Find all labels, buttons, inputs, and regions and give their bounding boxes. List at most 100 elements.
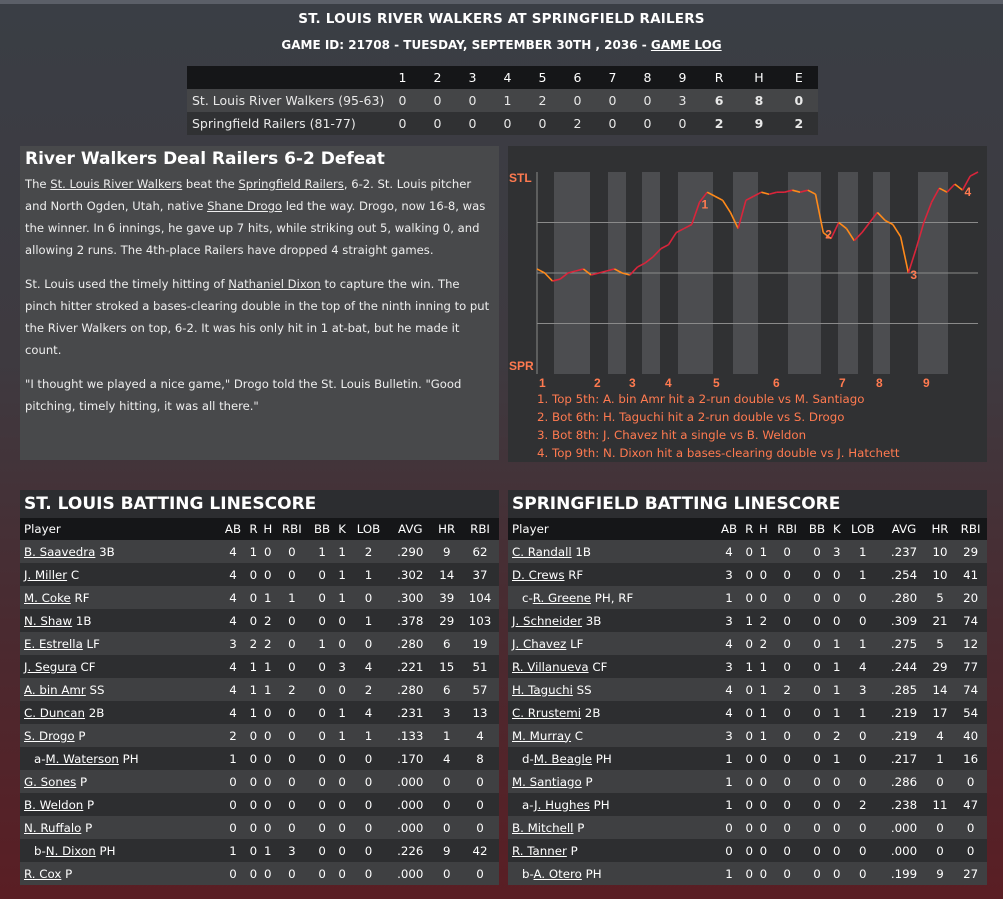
spr-batting: SPRINGFIELD BATTING LINESCORE Player AB R H…	[508, 490, 987, 885]
player-link[interactable]: M. Beagle	[533, 751, 593, 766]
stat-cell: .000	[890, 843, 918, 858]
stat-cell: 0	[249, 590, 258, 605]
player-cell: M. Coke RF	[20, 586, 219, 609]
stat-cell: 1	[338, 590, 346, 605]
stat-cell: .000	[397, 820, 424, 835]
player-cell: J. Miller C	[20, 563, 219, 586]
stat-cell: 0	[249, 820, 258, 835]
player-link[interactable]: N. Shaw	[24, 613, 73, 628]
inning-score: 2	[714, 116, 724, 131]
stat-cell: 1	[249, 659, 258, 674]
win-probability-chart: STL SPR 1 2 3 4 1 2 3 4 5 6 7 8 9 1. Top 5th: A. bin A…	[508, 146, 987, 462]
stat-cell: 0	[442, 866, 451, 881]
stat-cell: 29	[963, 544, 979, 559]
stat-cell: 29	[439, 613, 455, 628]
inning-score: 0	[573, 93, 582, 108]
stat-cell: 27	[963, 866, 979, 881]
inning-score: 0	[468, 93, 477, 108]
wp-segment	[722, 199, 732, 213]
stat-cell: 3	[725, 567, 733, 582]
column-header: K	[832, 522, 841, 536]
stat-cell: 19	[472, 636, 488, 651]
stat-cell: 0	[745, 590, 754, 605]
story-paragraph-3: "I thought we played a nice game," Drogo…	[25, 377, 462, 413]
player-link[interactable]: N. Ruffalo	[24, 820, 82, 835]
wp-segment	[869, 211, 879, 223]
player-link[interactable]: S. Drogo	[24, 728, 75, 743]
stat-cell: 0	[783, 751, 791, 766]
column-header: AVG	[891, 522, 917, 536]
stat-cell: 0	[783, 843, 791, 858]
column-header: Player	[24, 522, 61, 536]
table-row: b-N. Dixon PH 1 0 1 3 0 0 0.226 9 42	[20, 839, 499, 862]
stat-cell: 0	[813, 567, 821, 582]
wp-segment	[552, 278, 561, 282]
stat-cell: 1	[725, 774, 733, 789]
player-link[interactable]: J. Schneider	[512, 613, 583, 628]
stat-cell: 51	[472, 659, 488, 674]
stat-cell: .237	[890, 544, 918, 559]
stat-cell: .302	[397, 567, 424, 582]
stat-cell: 0	[288, 544, 296, 559]
player-link[interactable]: M. Waterson	[45, 751, 119, 766]
wp-segment	[613, 268, 623, 274]
team-link-spr[interactable]: Springfield Railers	[238, 177, 344, 191]
table-row: H. Taguchi SS 4 0 1 2 0 1 3.285 14 74	[508, 678, 987, 701]
wp-segment	[807, 189, 816, 195]
stat-cell: 0	[783, 866, 791, 881]
player-link[interactable]: B. Weldon	[24, 797, 84, 812]
player-link-drogo[interactable]: Shane Drogo	[207, 199, 283, 213]
inning-header: 8	[643, 70, 652, 85]
player-link[interactable]: C. Rrustemi	[512, 705, 582, 720]
player-link[interactable]: H. Taguchi	[512, 682, 573, 697]
player-link[interactable]: A. bin Amr	[24, 682, 86, 697]
team-link-stl[interactable]: St. Louis River Walkers	[50, 177, 183, 191]
wp-segment	[814, 194, 825, 233]
player-link[interactable]: A. Otero	[533, 866, 582, 881]
stat-cell: .275	[890, 636, 918, 651]
player-link[interactable]: D. Crews	[512, 567, 565, 582]
stat-cell: 0	[759, 866, 768, 881]
player-link[interactable]: J. Segura	[24, 659, 77, 674]
stat-cell: 0	[858, 866, 867, 881]
player-link[interactable]: M. Murray	[512, 728, 572, 743]
player-link[interactable]: J. Chavez	[512, 636, 567, 651]
table-row: R. Tanner P 0 0 0 0 0 0 0.000 0 0	[508, 839, 987, 862]
text: to capture the win. The pinch hitter str…	[25, 277, 490, 357]
player-link[interactable]: R. Greene	[532, 590, 592, 605]
stat-cell: 0	[813, 751, 821, 766]
column-header: AB	[224, 522, 242, 536]
stat-cell: 0	[759, 797, 768, 812]
player-link[interactable]: B. Saavedra	[24, 544, 96, 559]
stat-cell: 3	[833, 544, 841, 559]
column-header: RBI	[281, 522, 302, 536]
player-link[interactable]: G. Sones	[24, 774, 77, 789]
player-link[interactable]: R. Tanner	[512, 843, 567, 858]
player-link[interactable]: B. Mitchell	[512, 820, 574, 835]
player-position: 3B	[95, 544, 115, 559]
inning-score: 0	[433, 116, 442, 131]
stat-cell: 1	[264, 843, 272, 858]
player-link[interactable]: J. Miller	[24, 567, 68, 582]
player-link[interactable]: C. Duncan	[24, 705, 85, 720]
player-cell: H. Taguchi SS	[508, 678, 716, 701]
player-link[interactable]: J. Hughes	[534, 797, 590, 812]
player-link-dixon[interactable]: Nathaniel Dixon	[228, 277, 321, 291]
player-link[interactable]: E. Estrella	[24, 636, 83, 651]
win-probability-svg: STL SPR 1 2 3 4 1 2 3 4 5 6 7 8 9	[509, 171, 979, 390]
game-log-link[interactable]: GAME LOG	[650, 38, 722, 52]
stat-cell: 0	[858, 751, 867, 766]
player-link[interactable]: N. Dixon	[45, 843, 96, 858]
player-link[interactable]: R. Villanueva	[512, 659, 589, 674]
stat-cell: 1	[725, 590, 733, 605]
wp-segment	[652, 248, 662, 258]
player-link[interactable]: R. Cox	[24, 866, 62, 881]
player-link[interactable]: M. Santiago	[512, 774, 582, 789]
player-link[interactable]: C. Randall	[512, 544, 572, 559]
player-cell: B. Saavedra 3B	[20, 540, 219, 563]
stat-cell: 0	[813, 659, 821, 674]
player-link[interactable]: M. Coke	[24, 590, 71, 605]
spr-batting-title: SPRINGFIELD BATTING LINESCORE	[508, 490, 987, 518]
inning-score: 0	[398, 116, 407, 131]
stat-cell: 0	[813, 705, 821, 720]
